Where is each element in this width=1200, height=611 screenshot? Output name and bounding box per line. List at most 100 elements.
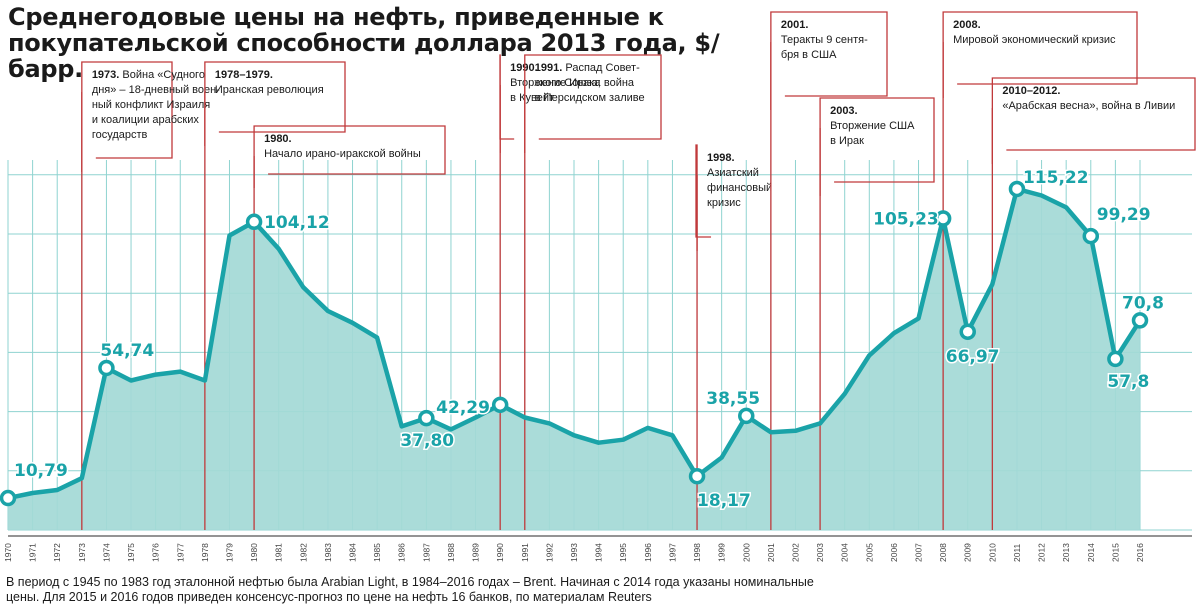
x-tick-label: 2009 [963,543,973,562]
annotation-text: в Кувейт [510,92,554,104]
data-point-marker [418,409,435,427]
data-label: 38,55 [706,389,760,409]
annotations: 1973. Война «Судного дня» – 18-дневный во… [81,11,1196,530]
x-tick-label: 1994 [594,543,604,562]
annotation-1991: 1991. Распад Совет-ского Союза; война в П… [524,54,662,530]
annotation-text: Иранская революция [215,84,324,96]
data-label: 104,12 [264,213,330,233]
annotation-text: «Арабская весна», война в Ливии [1002,100,1175,112]
x-tick-label: 1970 [3,543,13,562]
x-tick-label: 2000 [741,543,751,562]
annotation-1980: 1980. Начало ирано-иракской войны [253,125,446,530]
x-tick-label: 1982 [298,543,308,562]
annotation-year: 1973. [92,69,123,81]
annotation-text: кризис [707,197,741,209]
data-point-marker [1082,227,1100,245]
x-tick-label: 1986 [397,543,407,562]
annotation-text: ный конфликт Израиля [92,99,210,111]
data-label: 57,8 [1107,372,1149,392]
data-label: 18,17 [697,491,751,511]
annotation-text: 2001. [781,19,809,31]
data-label: 10,79 [14,461,68,481]
annotation-1990: 1990. Вторжение Ирака в Кувейт [499,54,601,530]
annotation-text: Вторжение Ирака [510,77,601,89]
x-tick-label: 2002 [790,543,800,562]
x-tick-label: 1990 [495,543,505,562]
x-tick-label: 2003 [815,543,825,562]
x-tick-label: 2006 [889,543,899,562]
annotation-text: бря в США [781,49,837,61]
x-tick-label: 2008 [938,543,948,562]
x-tick-label: 2004 [840,543,850,562]
footnote: В период с 1945 по 1983 год эталонной не… [6,575,1006,605]
annotation-year: 2008. [953,19,981,31]
annotation-year: 2003. [830,105,858,117]
annotation-line-text: Война «Судного [122,69,205,81]
x-tick-label: 1981 [274,543,284,562]
annotation-box [770,11,888,110]
annotation-text: Вторжение США [830,120,915,132]
x-tick-label: 1993 [569,543,579,562]
annotation-text: 1998. [707,152,735,164]
x-tick-label: 1979 [224,543,234,562]
data-point-marker [934,210,952,227]
x-tick-label: 1973 [77,543,87,562]
x-tick-label: 1980 [249,543,259,562]
x-tick-label: 2011 [1012,543,1022,562]
annotation-2010: 2010–2012. «Арабская весна», война в Ливи… [991,77,1196,530]
data-point-marker [98,359,115,377]
annotation-2008: 2008. Мировой экономический кризис [942,11,1138,530]
data-point-marker [491,396,509,414]
x-tick-label: 1988 [446,543,456,562]
annotation-2001: 2001. Теракты 9 сентя-бря в США [770,11,888,530]
x-tick-label: 1971 [28,543,38,562]
annotation-year: 2010–2012. [1002,85,1060,97]
data-point-marker [245,213,263,231]
x-tick-label: 2012 [1037,543,1047,562]
x-tick-label: 1972 [52,543,62,562]
x-tick-label: 1978 [200,543,210,562]
annotation-year: 1998. [707,152,735,164]
annotation-box [991,77,1196,164]
data-point-marker [1008,180,1026,198]
data-label: 66,97 [946,347,1000,367]
annotation-year: 1978–1979. [215,69,273,81]
data-label: 70,8 [1122,293,1164,313]
x-tick-label: 1985 [372,543,382,562]
x-tick-label: 1996 [643,543,653,562]
annotation-text: 1980. [264,133,292,145]
data-point-marker [0,489,17,507]
annotation-box [81,61,173,172]
x-tick-label: 1998 [692,543,702,562]
data-point-marker [738,407,755,425]
x-tick-label: 1977 [175,543,185,562]
x-tick-label: 2015 [1110,543,1120,562]
annotation-year: 1990. [510,62,538,74]
x-tick-label: 2001 [766,543,776,562]
data-label: 42,29 [436,398,490,418]
data-label: 105,23 [873,210,939,230]
data-point-marker [1131,312,1149,329]
annotation-text: Азиатский [707,167,759,179]
annotation-box [819,97,935,196]
data-point-marker [1107,350,1124,368]
annotation-text: дня» – 18-дневный воен- [92,84,220,96]
annotation-text: 2010–2012. [1002,85,1060,97]
annotation-text: финансовый [707,182,772,194]
annotation-text: 1990. [510,62,538,74]
footnote-line: цены. Для 2015 и 2016 годов приведен кон… [6,590,652,604]
data-label: 99,29 [1097,205,1151,225]
x-tick-label: 1992 [544,543,554,562]
annotation-2003: 2003. Вторжение США в Ирак [819,97,935,530]
x-tick-label: 1983 [323,543,333,562]
annotation-box [695,144,712,251]
annotation-text: 2003. [830,105,858,117]
annotation-text: 2008. [953,19,981,31]
annotation-line-text: Распад Совет- [565,62,640,74]
x-tick-label: 1991 [520,543,530,562]
x-tick-label: 2016 [1135,543,1145,562]
data-point-marker [688,467,706,485]
x-tick-label: 1984 [348,543,358,562]
